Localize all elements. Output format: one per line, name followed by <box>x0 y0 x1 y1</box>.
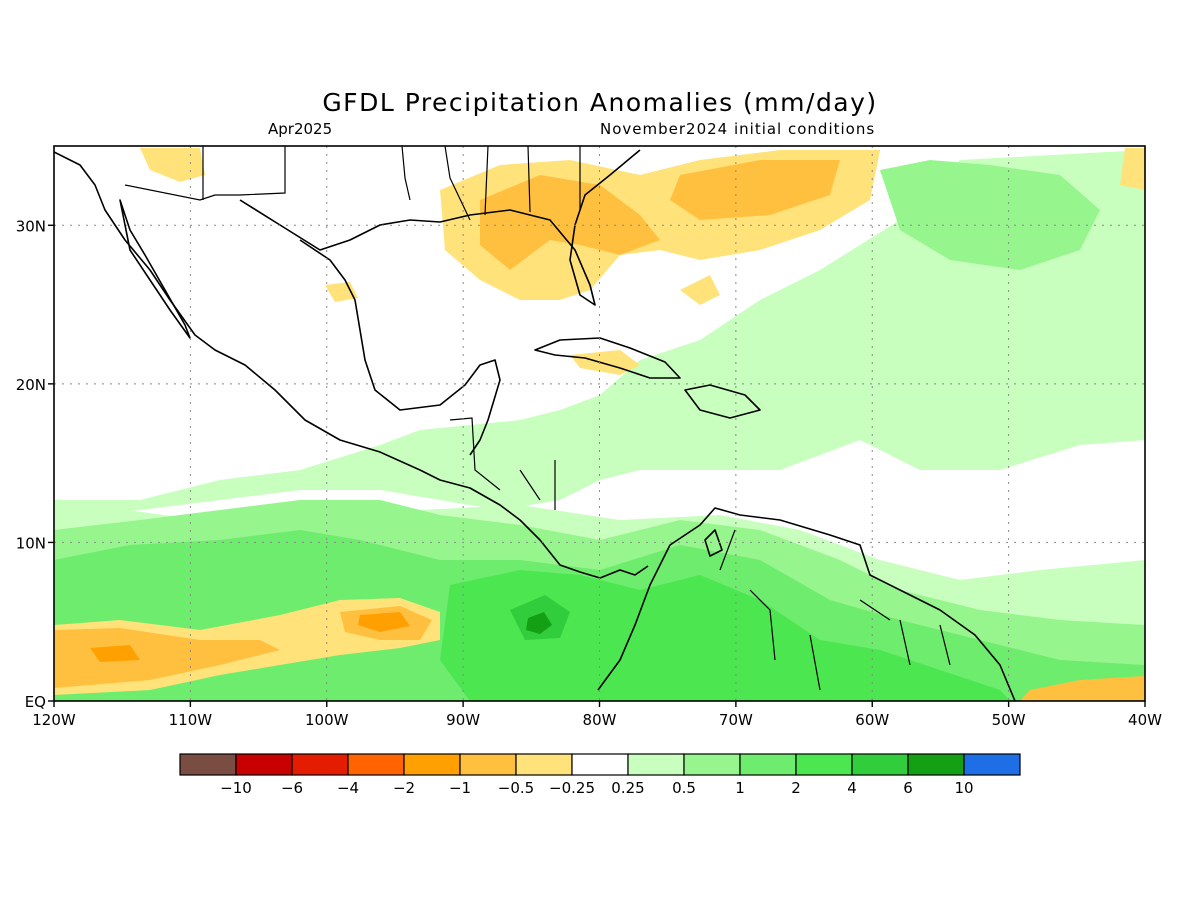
lon-tick-label: 110W <box>169 711 213 729</box>
lon-tick-label: 90W <box>446 711 480 729</box>
colorbar-swatch <box>795 753 853 776</box>
dry-bahamas <box>680 275 720 305</box>
colorbar-label: −1 <box>449 779 471 797</box>
gulf-of-mexico-coastline <box>299 239 501 456</box>
colorbar-swatch <box>403 753 461 776</box>
colorbar-label: −0.25 <box>549 779 595 797</box>
dry-pacific-core <box>54 606 432 688</box>
colorbar-label: 6 <box>903 779 913 797</box>
colorbar-label: 10 <box>954 779 973 797</box>
cuba-outline <box>534 337 681 379</box>
border-lines <box>124 146 951 691</box>
map-title: GFDL Precipitation Anomalies (mm/day) <box>322 88 877 117</box>
wet-4-region <box>440 570 1010 701</box>
colorbar-swatch <box>963 753 1021 776</box>
colorbar-label: 4 <box>847 779 857 797</box>
lat-tick-label: 20N <box>16 376 46 394</box>
grid-lines <box>54 146 1145 701</box>
baja-california-coast <box>119 199 191 339</box>
dry-southeast-us-core <box>480 160 840 270</box>
colorbar-label: −6 <box>281 779 303 797</box>
lon-tick-label: 60W <box>855 711 889 729</box>
latitude-labels: EQ 10N 20N 30N <box>16 217 46 711</box>
colorbar-swatch <box>907 753 965 776</box>
colorbar-label: −4 <box>337 779 359 797</box>
colorbar-label: 0.5 <box>672 779 696 797</box>
colorbar-labels: −10 −6 −4 −2 −1 −0.5 −0.25 0.25 0.5 1 2 4 6 10 <box>220 779 973 797</box>
colorbar-label: 0.25 <box>611 779 644 797</box>
central-america-borders <box>449 417 951 691</box>
colorbar-swatch <box>739 753 797 776</box>
dry-gulf-spot <box>325 282 358 302</box>
init-conditions: November2024 initial conditions <box>600 120 875 138</box>
colorbar-swatch <box>571 753 629 776</box>
colorbar-swatch <box>291 753 349 776</box>
lon-tick-label: 100W <box>305 711 349 729</box>
colorbar-label: 2 <box>791 779 801 797</box>
us-mexico-border <box>124 146 286 201</box>
valid-month: Apr2025 <box>268 120 332 138</box>
colorbar-label: 1 <box>735 779 745 797</box>
lat-tick-label: 10N <box>16 534 46 552</box>
colorbar-label: −0.5 <box>498 779 534 797</box>
wet-10-core <box>526 612 552 634</box>
colorbar-swatch <box>235 753 293 776</box>
colorbar-swatch <box>179 753 237 776</box>
lon-tick-label: 50W <box>992 711 1026 729</box>
colorbar-swatch <box>459 753 517 776</box>
colorbar <box>179 753 1021 776</box>
colorbar-label: −10 <box>220 779 252 797</box>
colorbar-swatch <box>347 753 405 776</box>
longitude-labels: 120W 110W 100W 90W 80W 70W 60W 50W 40W <box>32 711 1162 729</box>
wet-1-patch-north <box>880 160 1100 270</box>
dry-pacific-strong <box>90 612 410 662</box>
colorbar-swatch <box>683 753 741 776</box>
dry-south-atlantic <box>1020 676 1145 701</box>
lon-tick-label: 70W <box>719 711 753 729</box>
colorbar-label: −2 <box>393 779 415 797</box>
lat-tick-label: EQ <box>25 693 46 711</box>
hispaniola-outline <box>684 384 761 419</box>
us-state-borders <box>202 146 581 221</box>
tick-marks <box>48 224 1146 707</box>
south-america-coastline <box>597 507 1016 701</box>
lake-maracaibo <box>704 529 723 557</box>
colorbar-swatch <box>851 753 909 776</box>
colorbar-swatch <box>627 753 685 776</box>
lon-tick-label: 40W <box>1128 711 1162 729</box>
lon-tick-label: 120W <box>32 711 76 729</box>
colorbar-swatch <box>515 753 573 776</box>
lat-tick-label: 30N <box>16 217 46 235</box>
lon-tick-label: 80W <box>583 711 617 729</box>
